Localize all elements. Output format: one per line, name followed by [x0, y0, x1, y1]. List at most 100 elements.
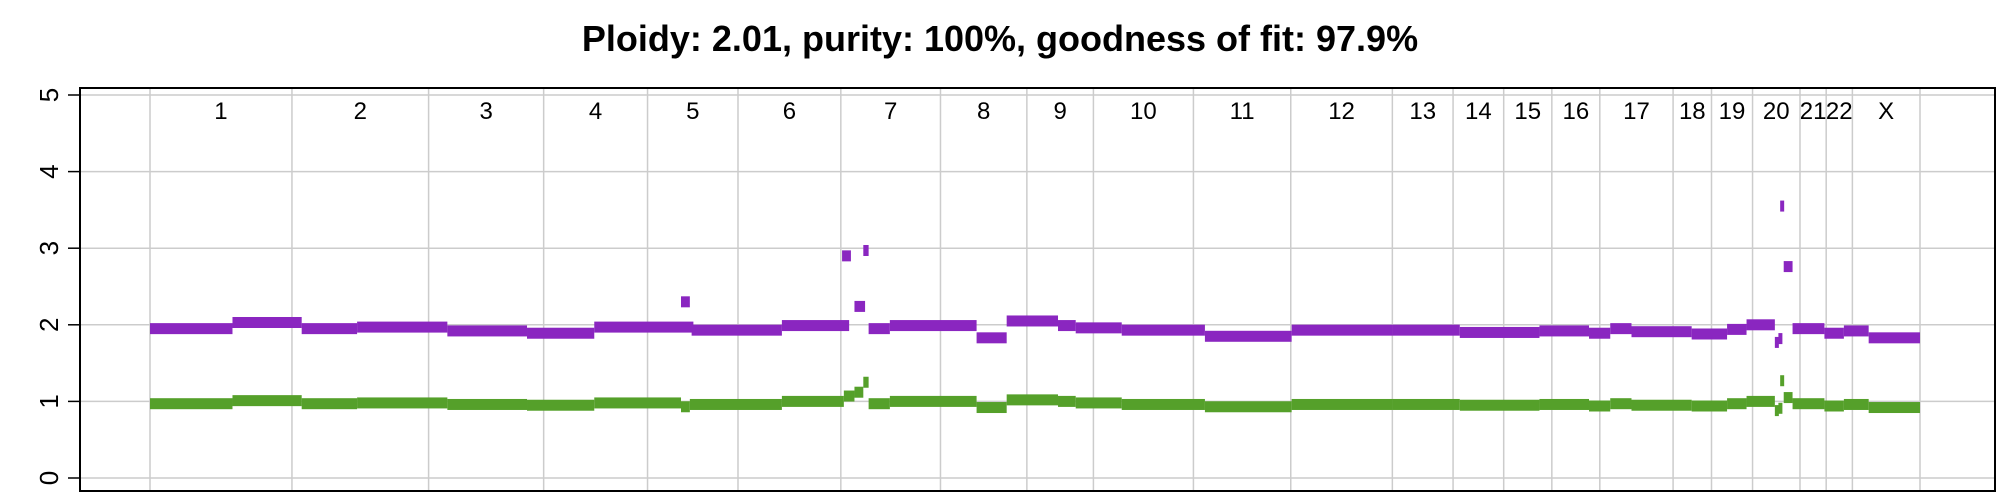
- y-tick-label: 4: [34, 164, 64, 178]
- total-cn-segment: [842, 250, 851, 262]
- chromosome-label: 12: [1328, 98, 1355, 125]
- total-cn-segment: [1006, 315, 1059, 327]
- minor-cn-segment: [681, 401, 690, 413]
- minor-cn-segment: [1691, 400, 1728, 412]
- total-cn-segment: [150, 323, 233, 335]
- total-cn-segment: [681, 296, 690, 308]
- total-cn-segment: [1610, 323, 1632, 335]
- total-cn-segment: [1783, 261, 1793, 273]
- total-cn-segment: [854, 300, 866, 312]
- chromosome-label: 6: [783, 98, 796, 125]
- minor-cn-segment: [1746, 395, 1775, 407]
- minor-cn-segment: [1006, 394, 1059, 406]
- minor-cn-segment: [1589, 400, 1611, 412]
- chromosome-label: 21: [1800, 98, 1827, 125]
- total-cn-segment: [1868, 332, 1920, 344]
- minor-cn-segment: [357, 397, 448, 409]
- total-cn-segment: [889, 320, 977, 332]
- chart-title: Ploidy: 2.01, purity: 100%, goodness of …: [581, 18, 1419, 59]
- total-cn-segment: [863, 244, 869, 256]
- minor-cn-segment: [1824, 400, 1844, 412]
- minor-cn-segment: [1780, 375, 1785, 387]
- total-cn-segment: [1539, 325, 1590, 337]
- y-tick-label: 0: [34, 471, 64, 485]
- plot-frame: [79, 87, 1996, 492]
- minor-cn-segment: [1783, 392, 1793, 404]
- minor-cn-segment: [689, 398, 782, 410]
- minor-cn-segment: [1843, 398, 1869, 410]
- total-cn-segment: [301, 323, 358, 335]
- minor-cn-segment: [854, 386, 864, 398]
- chromosome-label: 13: [1409, 98, 1436, 125]
- chromosome-label: 8: [977, 98, 990, 125]
- minor-cn-segment: [1075, 397, 1122, 409]
- chromosome-label: 4: [589, 98, 602, 125]
- chromosome-label: 15: [1514, 98, 1541, 125]
- minor-cn-segment: [781, 395, 844, 407]
- total-cn-segment: [357, 321, 448, 333]
- minor-cn-segment: [1631, 399, 1692, 411]
- chromosome-label: X: [1878, 98, 1894, 125]
- minor-cn-segment: [527, 399, 595, 411]
- chromosome-label: 7: [884, 98, 897, 125]
- chromosome-label: 5: [686, 98, 699, 125]
- minor-cn-segment: [1058, 395, 1076, 407]
- minor-cn-segment: [1727, 398, 1747, 410]
- total-cn-segment: [527, 327, 595, 339]
- total-cn-segment: [1778, 333, 1783, 345]
- minor-cn-segment: [447, 398, 528, 410]
- total-cn-segment: [1589, 327, 1611, 339]
- total-cn-segment: [1792, 323, 1825, 335]
- minor-cn-segment: [1121, 398, 1205, 410]
- chromosome-label: 14: [1465, 98, 1492, 125]
- chromosome-label: 10: [1130, 98, 1157, 125]
- minor-cn-segment: [843, 390, 855, 402]
- minor-cn-segment: [1868, 402, 1920, 414]
- minor-cn-segment: [1778, 402, 1783, 414]
- minor-cn-segment: [889, 395, 977, 407]
- minor-cn-segment: [1291, 398, 1393, 410]
- minor-cn-segment: [301, 398, 358, 410]
- minor-cn-segment: [976, 402, 1007, 414]
- total-cn-segment: [781, 320, 850, 332]
- total-cn-segment: [1058, 320, 1076, 332]
- total-cn-segment: [1774, 336, 1779, 348]
- total-cn-segment: [1727, 323, 1747, 335]
- total-cn-segment: [1204, 330, 1292, 342]
- total-cn-segment: [1075, 322, 1122, 334]
- minor-cn-segment: [1392, 398, 1460, 410]
- total-cn-segment: [976, 332, 1007, 344]
- chromosome-label: 2: [354, 98, 367, 125]
- total-cn-segment: [232, 317, 302, 329]
- minor-cn-segment: [868, 398, 890, 410]
- chromosome-label: 19: [1719, 98, 1746, 125]
- minor-cn-segment: [150, 398, 233, 410]
- chromosome-label: 18: [1679, 98, 1706, 125]
- total-cn-segment: [1631, 326, 1692, 338]
- total-cn-segment: [1691, 328, 1728, 340]
- minor-cn-segment: [1539, 398, 1590, 410]
- minor-cn-segment: [1610, 398, 1632, 410]
- chromosome-label: 16: [1562, 98, 1589, 125]
- total-cn-segment: [868, 323, 890, 335]
- total-cn-segment: [1746, 319, 1775, 331]
- minor-cn-segment: [594, 397, 681, 409]
- chromosome-label: 9: [1053, 98, 1066, 125]
- total-cn-segment: [1824, 327, 1844, 339]
- y-tick-label: 2: [34, 318, 64, 332]
- minor-cn-segment: [1774, 405, 1779, 417]
- total-cn-segment: [1291, 324, 1393, 336]
- total-cn-segment: [1392, 324, 1460, 336]
- total-cn-segment: [1459, 326, 1540, 338]
- minor-cn-segment: [863, 376, 869, 388]
- total-cn-segment: [1780, 200, 1785, 212]
- chromosome-label: 22: [1826, 98, 1853, 125]
- minor-cn-segment: [1792, 398, 1825, 410]
- minor-cn-segment: [1204, 401, 1292, 413]
- chromosome-label: 1: [214, 98, 227, 125]
- total-cn-segment: [1121, 324, 1205, 336]
- chromosome-label: 3: [479, 98, 492, 125]
- chromosome-label: 11: [1230, 98, 1255, 125]
- minor-cn-segment: [232, 395, 302, 407]
- y-tick-label: 5: [34, 88, 64, 102]
